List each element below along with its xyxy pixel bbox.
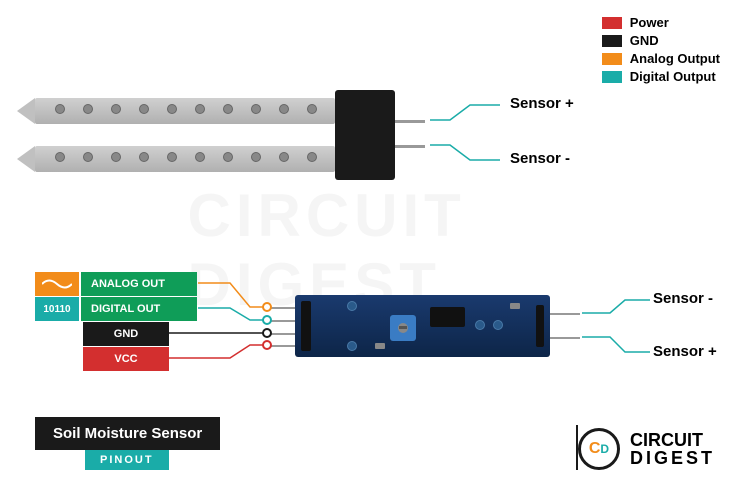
probe-prong-top: [35, 98, 335, 124]
probe-pin: [395, 120, 425, 123]
pin-badge-vcc: VCC: [81, 347, 169, 371]
pin-badge-analog: ANALOG OUT: [35, 272, 197, 296]
legend: Power GND Analog Output Digital Output: [602, 15, 720, 87]
probe-pin: [395, 145, 425, 148]
pin-label: VCC: [83, 347, 169, 371]
legend-swatch: [602, 35, 622, 47]
legend-item-power: Power: [602, 15, 720, 30]
pin-badge-digital: 10110 DIGITAL OUT: [35, 297, 197, 321]
logo-divider: [576, 425, 578, 470]
logo-icon: CD: [578, 428, 620, 470]
pin-ring-vcc: [262, 340, 272, 350]
module-header-left: [301, 301, 311, 351]
legend-swatch: [602, 71, 622, 83]
probe-prong-bottom: [35, 146, 335, 172]
pin-label: DIGITAL OUT: [81, 297, 197, 321]
pin-badge-gnd: GND: [81, 322, 169, 346]
pin-ring-gnd: [262, 328, 272, 338]
legend-label: Power: [630, 15, 669, 30]
sine-wave-icon: [35, 272, 79, 296]
legend-item-digital: Digital Output: [602, 69, 720, 84]
logo-text: CIRCUIT DIGEST: [630, 431, 715, 467]
title-sub: PINOUT: [85, 450, 169, 470]
legend-swatch: [602, 53, 622, 65]
comparator-module: [295, 295, 550, 357]
legend-label: Analog Output: [630, 51, 720, 66]
title-main: Soil Moisture Sensor: [35, 417, 220, 450]
legend-item-analog: Analog Output: [602, 51, 720, 66]
legend-swatch: [602, 17, 622, 29]
pin-ring-digital: [262, 315, 272, 325]
potentiometer: [390, 315, 416, 341]
legend-label: Digital Output: [630, 69, 716, 84]
logo-text-bottom: DIGEST: [630, 449, 715, 467]
title-banner: Soil Moisture Sensor PINOUT: [35, 417, 220, 470]
legend-label: GND: [630, 33, 659, 48]
binary-icon: 10110: [35, 297, 79, 321]
logo: CD CIRCUIT DIGEST: [578, 428, 715, 470]
comparator-chip: [430, 307, 465, 327]
pin-ring-analog: [262, 302, 272, 312]
legend-item-gnd: GND: [602, 33, 720, 48]
probe-body: [335, 90, 395, 180]
probe-sensor: [35, 90, 395, 180]
pin-label: ANALOG OUT: [81, 272, 197, 296]
logo-text-top: CIRCUIT: [630, 431, 715, 449]
pin-label: GND: [83, 322, 169, 346]
module-header-right: [536, 305, 544, 347]
